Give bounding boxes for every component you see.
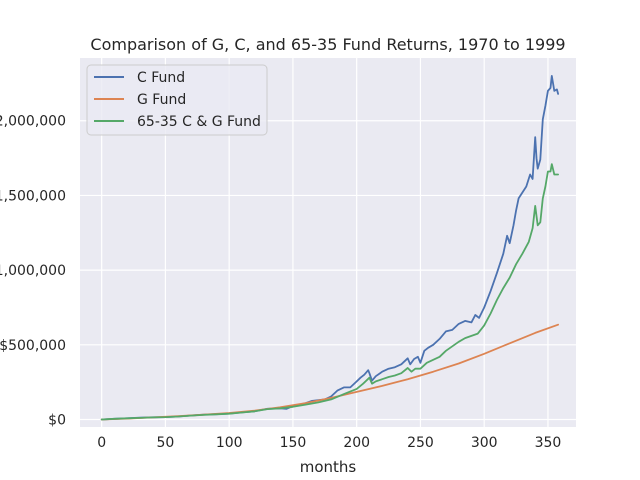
x-axis-label: months [300, 458, 357, 476]
legend-label-c-fund: C Fund [137, 70, 185, 86]
y-axis-ticks: $0 $500,000 1,000,000 1,500,000 2,000,000 [0, 114, 66, 429]
x-axis-ticks: 0 50 100 150 200 250 300 350 [97, 435, 561, 451]
x-tick-label: 0 [97, 435, 106, 451]
x-tick-label: 250 [407, 435, 434, 451]
series-lines [100, 75, 559, 421]
y-tick-label: $500,000 [0, 338, 66, 354]
y-tick-label: $0 [48, 413, 66, 429]
legend-box [86, 64, 268, 136]
legend: C Fund G Fund 65-35 C & G Fund [86, 64, 268, 136]
y-tick-label: 1,000,000 [0, 263, 66, 279]
x-tick-label: 200 [343, 435, 370, 451]
legend-label-g-fund: G Fund [137, 92, 186, 108]
y-tick-label: 2,000,000 [0, 114, 66, 130]
series-line-65-35-c-g-fund [100, 163, 559, 421]
x-tick-label: 50 [157, 435, 175, 451]
chart-title: Comparison of G, C, and 65-35 Fund Retur… [90, 35, 565, 54]
x-tick-label: 300 [471, 435, 498, 451]
y-tick-label: 1,500,000 [0, 188, 66, 204]
legend-label-65-35-c-g-fund: 65-35 C & G Fund [137, 114, 261, 130]
x-tick-label: 350 [535, 435, 562, 451]
x-tick-label: 100 [216, 435, 243, 451]
x-tick-label: 150 [280, 435, 307, 451]
